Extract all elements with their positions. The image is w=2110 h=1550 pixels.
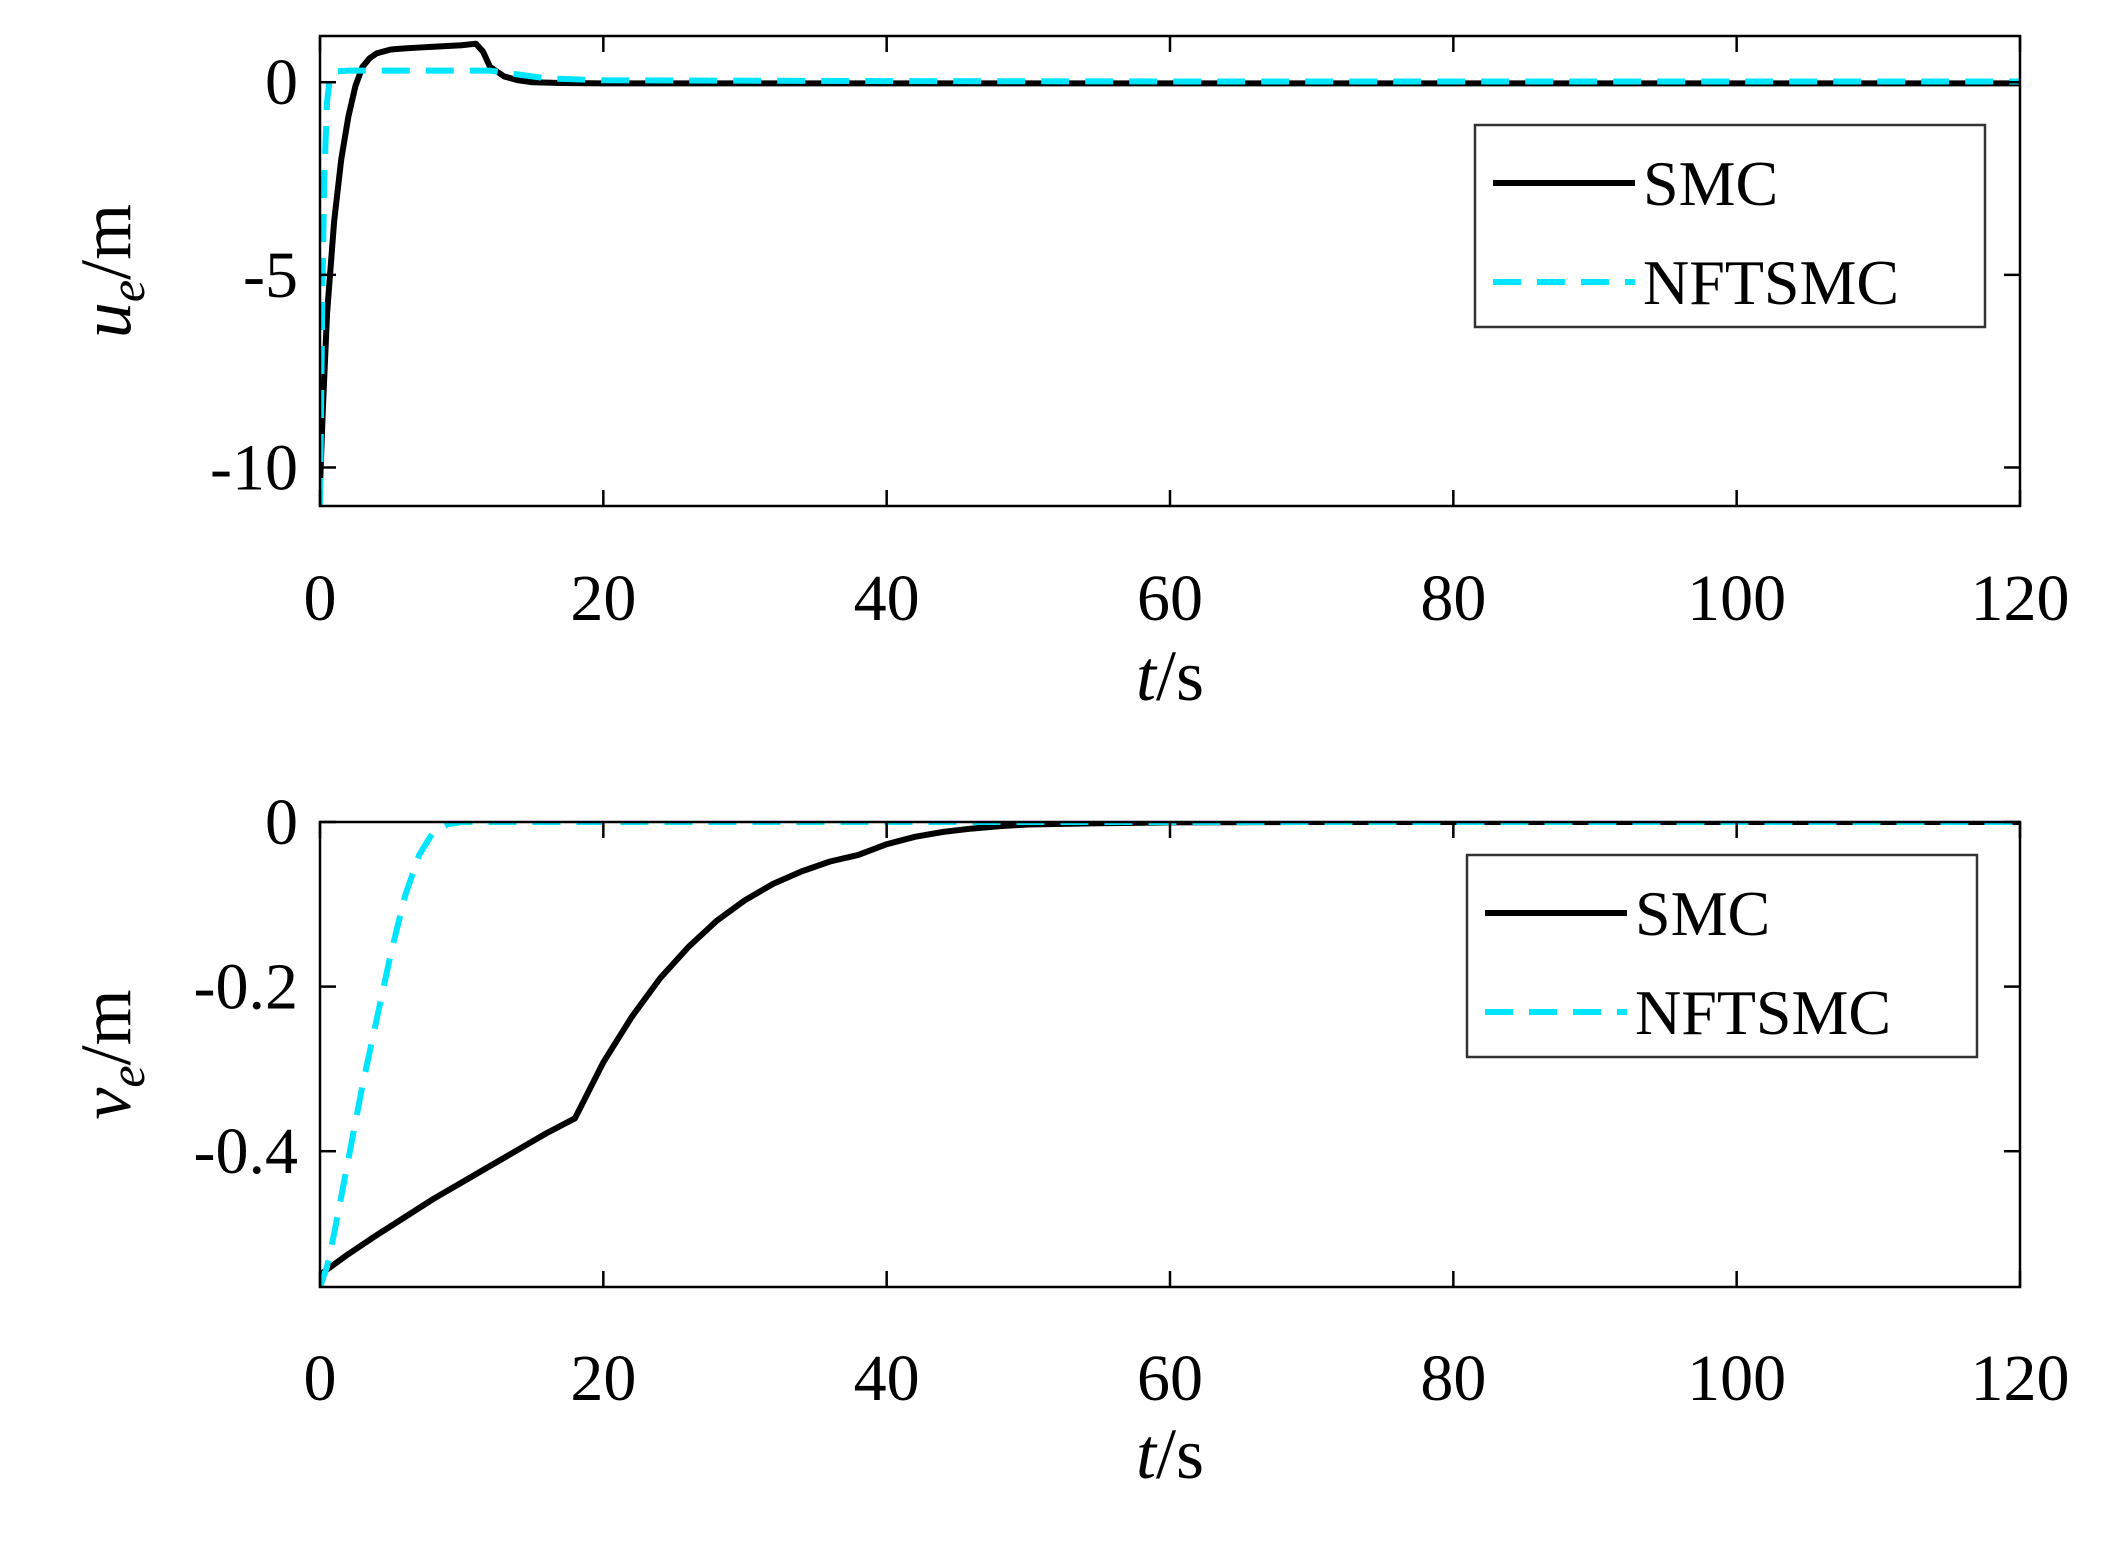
x-tick-label: 0 <box>304 1342 337 1415</box>
y-axis-label-unit: /m <box>66 204 146 280</box>
x-tick-label: 60 <box>1137 1342 1203 1415</box>
x-tick-label: 120 <box>1971 1342 2070 1415</box>
legend-label-smc: SMC <box>1635 878 1770 949</box>
y-axis-label: ve/m <box>66 989 155 1119</box>
x-tick-label: 40 <box>854 562 920 635</box>
x-tick-label: 40 <box>854 1342 920 1415</box>
x-axis-label-unit: /s <box>1156 636 1204 716</box>
x-tick-label: 120 <box>1971 562 2070 635</box>
y-axis-label-unit: /m <box>66 989 146 1065</box>
x-tick-label: 100 <box>1687 562 1786 635</box>
y-axis-label-sub: e <box>99 1065 155 1087</box>
y-axis-label: ue/m <box>66 204 155 338</box>
chart-2: 0 20 40 60 80 100 120 0 -0.2 -0.4 t/s ve/m SMC NFTSMC <box>66 786 2070 1494</box>
series-group <box>320 822 2020 1287</box>
y-tick-label: -0.4 <box>194 1115 298 1188</box>
y-axis-label-sub: e <box>99 280 155 302</box>
series-line-nftsmc <box>320 67 2020 506</box>
legend-box <box>1465 853 1979 1059</box>
x-tick-label: 100 <box>1687 1342 1786 1415</box>
x-axis-label: t/s <box>1136 1414 1204 1494</box>
x-tick-label: 80 <box>1420 1342 1486 1415</box>
x-axis-label: t/s <box>1136 636 1204 716</box>
x-tick-label: 60 <box>1137 562 1203 635</box>
y-axis-label-var: v <box>66 1088 146 1120</box>
x-tick-label: 20 <box>570 1342 636 1415</box>
y-tick-label: 0 <box>265 786 298 859</box>
legend: SMC NFTSMC <box>1473 123 1987 329</box>
series-group <box>320 40 2020 506</box>
x-tick-label: 80 <box>1420 562 1486 635</box>
legend-label-smc: SMC <box>1643 148 1778 219</box>
y-tick-label: 0 <box>265 46 298 119</box>
chart-1: 0 20 40 60 80 100 120 0 -5 -10 t/s ue/m SMC NFTSMC <box>66 34 2070 716</box>
y-axis-label-var: u <box>66 302 146 338</box>
y-tick-label: -5 <box>243 239 298 312</box>
y-tick-label: -10 <box>210 431 298 504</box>
legend-label-nftsmc: NFTSMC <box>1635 977 1891 1048</box>
y-tick-label: -0.2 <box>194 951 298 1024</box>
x-tick-label: 0 <box>304 562 337 635</box>
x-axis-label-unit: /s <box>1156 1414 1204 1494</box>
legend-box <box>1473 123 1987 329</box>
legend: SMC NFTSMC <box>1465 853 1979 1059</box>
x-tick-label: 20 <box>570 562 636 635</box>
legend-label-nftsmc: NFTSMC <box>1643 247 1899 318</box>
x-axis-label-var: t <box>1136 636 1158 716</box>
x-axis-label-var: t <box>1136 1414 1158 1494</box>
